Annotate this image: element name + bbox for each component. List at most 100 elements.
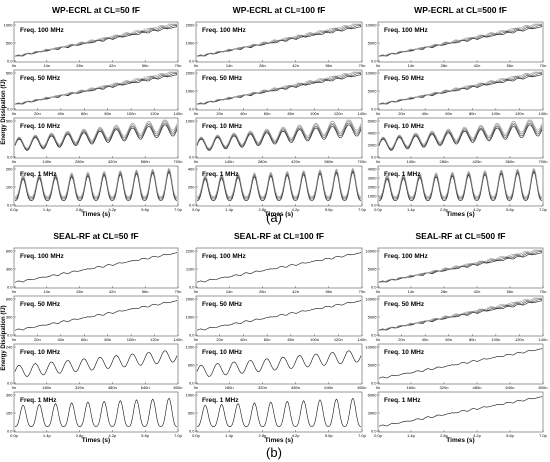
x-tick-label-b-1-3-3: 4.2p — [292, 433, 301, 438]
x-tick-label-b-0-0-3: 42n — [109, 289, 116, 294]
y-tick-label-b-1-3-2: 1000 — [186, 393, 196, 398]
x-tick-label-b-2-1-2: 40n — [422, 337, 429, 342]
y-tick-label-a-0-0-0: 0.0 — [7, 59, 13, 64]
freq-annotation-a-2-1: Freq. 50 MHz — [384, 75, 425, 82]
x-tick-label-a-0-0-0: 0n — [12, 63, 16, 68]
x-tick-label-a-1-3-0: 0.0p — [192, 207, 201, 212]
x-tick-label-a-1-1-7: 140n — [358, 111, 367, 116]
panel-frame-b-2-3 — [377, 391, 544, 433]
x-tick-label-a-0-3-4: 5.6p — [141, 207, 150, 212]
y-tick-label-a-1-3-2: 400 — [188, 167, 195, 172]
y-tick-label-b-2-0-0: 0.0 — [371, 285, 377, 290]
x-tick-label-a-2-3-3: 4.2p — [473, 207, 482, 212]
x-tick-label-a-1-0-4: 56n — [325, 63, 332, 68]
x-tick-label-a-2-3-2: 2.8p — [440, 207, 449, 212]
y-tick-label-b-0-2-0: 0.0 — [7, 381, 13, 386]
y-tick-label-a-1-1-2: 2000 — [186, 71, 196, 76]
x-axis-label-a-2: Times (s) — [446, 211, 474, 218]
x-tick-label-b-1-0-1: 14n — [226, 289, 233, 294]
y-tick-label-a-0-1-0: 0.0 — [7, 107, 13, 112]
x-tick-label-b-0-3-0: 0.0p — [10, 433, 19, 438]
series-line-a-2-2-0 — [378, 124, 543, 151]
y-tick-label-b-0-2-1: 240 — [6, 345, 13, 350]
x-tick-label-b-1-0-4: 56n — [325, 289, 332, 294]
x-tick-label-b-1-3-1: 1.4p — [225, 433, 234, 438]
y-axis-label-b: Energy Dissipation (fJ) — [1, 305, 7, 370]
y-tick-label-a-2-0-2: 10000 — [365, 23, 377, 28]
panel-frame-b-0-0 — [13, 247, 179, 289]
x-tick-label-b-2-1-5: 100n — [491, 337, 500, 342]
x-tick-label-a-2-1-2: 40n — [422, 111, 429, 116]
freq-annotation-a-0-0: Freq. 100 MHz — [20, 27, 64, 34]
panel-frame-a-2-3 — [377, 165, 544, 207]
x-tick-label-a-0-1-3: 60n — [81, 111, 88, 116]
x-tick-label-a-1-0-3: 42n — [292, 63, 299, 68]
y-tick-label-a-0-2-0: 0.0 — [7, 155, 13, 160]
series-line-a-2-1-3 — [379, 71, 542, 105]
x-tick-label-b-2-1-4: 80n — [469, 337, 476, 342]
x-tick-label-a-2-2-2: 280n — [440, 159, 449, 164]
freq-annotation-b-1-3: Freq. 1 MHz — [202, 397, 239, 404]
x-tick-label-b-0-2-2: 320n — [75, 385, 84, 390]
y-tick-label-b-2-1-1: 5000 — [368, 315, 378, 320]
x-tick-label-a-1-2-5: 700n — [358, 159, 367, 164]
x-tick-label-b-2-1-3: 60n — [445, 337, 452, 342]
y-tick-label-b-1-0-0: 0.0 — [189, 285, 195, 290]
x-tick-label-b-0-1-0: 0n — [12, 337, 16, 342]
y-tick-label-b-2-1-0: 0.0 — [371, 333, 377, 338]
column-title-a-2: WP-ECRL at CL=500 fF — [414, 5, 507, 15]
x-tick-label-a-1-1-3: 60n — [264, 111, 271, 116]
x-tick-label-a-1-3-5: 7.0p — [358, 207, 367, 212]
x-tick-label-b-1-2-5: 800n — [358, 385, 367, 390]
series-line-a-1-2-1 — [196, 122, 362, 151]
x-tick-label-b-0-3-3: 4.2p — [109, 433, 118, 438]
series-line-b-1-2-0 — [196, 350, 362, 377]
y-tick-label-b-1-1-2: 2000 — [186, 297, 196, 302]
x-tick-label-b-0-1-7: 140n — [174, 337, 183, 342]
y-tick-label-a-2-1-1: 5000 — [368, 89, 378, 94]
panel-frame-b-0-3 — [13, 391, 179, 433]
x-tick-label-a-1-0-2: 28n — [259, 63, 266, 68]
x-tick-label-a-1-0-0: 0n — [194, 63, 198, 68]
y-tick-label-a-2-2-3: 6000 — [368, 119, 378, 124]
y-tick-label-b-2-0-1: 5000 — [368, 267, 378, 272]
x-tick-label-b-1-3-2: 2.8p — [259, 433, 268, 438]
y-tick-label-a-1-0-1: 1000 — [186, 41, 196, 46]
y-tick-label-b-2-2-0: 0.0 — [371, 381, 377, 386]
series-line-a-0-0-3 — [15, 23, 177, 57]
x-tick-label-a-1-2-3: 420n — [291, 159, 300, 164]
x-tick-label-b-2-2-4: 640n — [506, 385, 515, 390]
x-tick-label-a-0-2-3: 420n — [108, 159, 117, 164]
x-tick-label-a-2-2-0: 0n — [376, 159, 380, 164]
x-tick-label-b-0-0-1: 14n — [43, 289, 50, 294]
series-line-a-0-1-3 — [15, 71, 177, 105]
x-tick-label-b-1-2-0: 0n — [194, 385, 198, 390]
column-title-a-1: WP-ECRL at CL=100 fF — [233, 5, 326, 15]
y-tick-label-b-1-3-1: 500 — [188, 411, 195, 416]
y-tick-label-b-1-3-0: 0.0 — [189, 429, 195, 434]
x-tick-label-a-0-0-3: 42n — [109, 63, 116, 68]
x-tick-label-a-0-2-1: 140n — [42, 159, 51, 164]
x-tick-label-b-2-3-3: 4.2p — [473, 433, 482, 438]
x-tick-label-a-2-0-1: 14n — [408, 63, 415, 68]
x-tick-label-a-0-2-5: 700n — [174, 159, 183, 164]
x-tick-label-b-0-2-5: 800n — [174, 385, 183, 390]
x-tick-label-a-2-0-3: 42n — [474, 63, 481, 68]
y-tick-label-a-2-0-1: 5000 — [368, 41, 378, 46]
x-tick-label-b-1-3-0: 0.0p — [192, 433, 201, 438]
x-tick-label-a-0-1-6: 120n — [150, 111, 159, 116]
x-tick-label-b-1-3-5: 7.0p — [358, 433, 367, 438]
series-line-a-1-2-0 — [196, 124, 362, 151]
x-tick-label-a-0-0-4: 56n — [142, 63, 149, 68]
x-tick-label-b-0-1-3: 60n — [81, 337, 88, 342]
y-tick-label-a-2-2-1: 2000 — [368, 143, 378, 148]
x-tick-label-a-0-2-0: 0n — [12, 159, 16, 164]
y-tick-label-a-1-2-1: 1000 — [186, 119, 196, 124]
x-tick-label-b-2-1-1: 20n — [398, 337, 405, 342]
x-tick-label-b-2-2-0: 0n — [376, 385, 380, 390]
x-tick-label-a-2-1-3: 60n — [445, 111, 452, 116]
x-tick-label-a-1-1-0: 0n — [194, 111, 198, 116]
x-tick-label-b-0-2-4: 640n — [141, 385, 150, 390]
